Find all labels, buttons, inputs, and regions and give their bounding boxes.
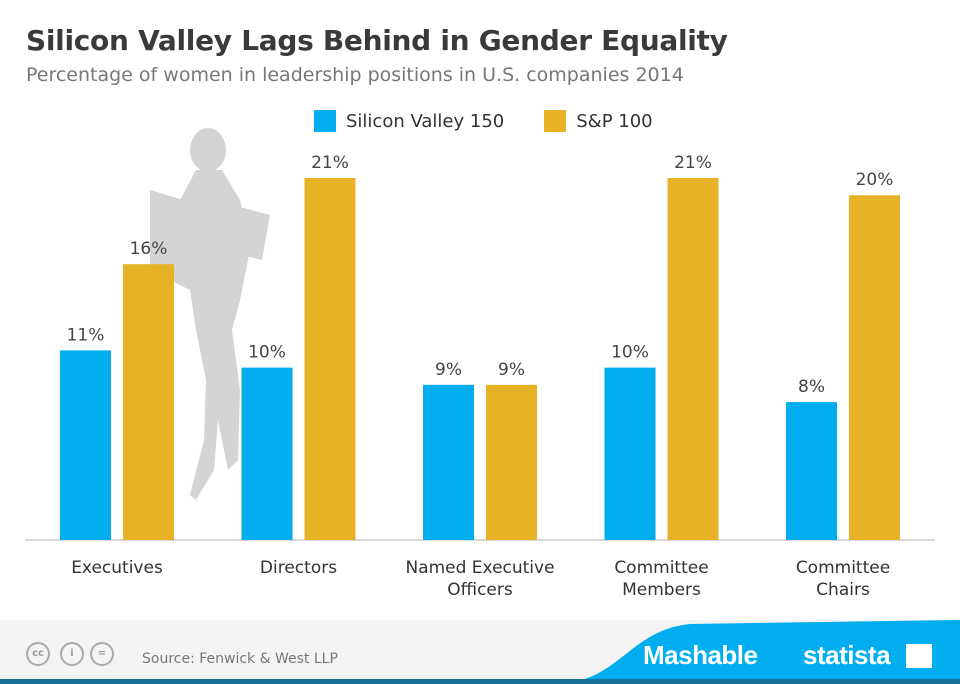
mashable-logo: Mashable <box>643 640 758 670</box>
attribution-icon: i <box>60 642 84 666</box>
bar <box>241 367 293 540</box>
legend-item-sp100: S&P 100 <box>544 110 653 132</box>
legend-swatch <box>544 110 567 132</box>
bar <box>486 384 537 540</box>
category-label: Officers <box>447 580 513 600</box>
category-label: Committee <box>796 558 890 578</box>
data-label: 20% <box>856 170 894 190</box>
category-label: Committee <box>614 558 708 578</box>
category-label: Executives <box>71 558 163 578</box>
chart-title: Silicon Valley Lags Behind in Gender Equ… <box>26 24 728 57</box>
no-derivatives-icon: = <box>90 642 114 666</box>
bar <box>304 178 356 540</box>
bar <box>123 264 174 540</box>
category-label: Chairs <box>816 580 870 600</box>
data-label: 9% <box>498 360 525 380</box>
footer-band <box>0 620 960 684</box>
data-label: 21% <box>674 153 712 173</box>
data-label: 10% <box>248 343 286 363</box>
woman-silhouette-illustration <box>150 128 270 500</box>
legend: Silicon Valley 150 S&P 100 <box>314 110 653 132</box>
data-label: 16% <box>130 239 168 259</box>
bar <box>786 402 837 540</box>
bar <box>849 195 900 540</box>
bar <box>667 178 719 540</box>
legend-item-silicon-valley: Silicon Valley 150 <box>314 110 504 132</box>
data-label: 11% <box>67 325 105 345</box>
legend-swatch <box>314 110 336 132</box>
category-label: Members <box>622 580 701 600</box>
source-note: Source: Fenwick & West LLP <box>142 651 338 667</box>
legend-label: S&P 100 <box>576 110 653 132</box>
category-label: Named Executive <box>405 558 554 578</box>
bar-chart: 11% 16% Executives 10% 21% Directors 9% 9% Named… <box>25 128 935 600</box>
statista-logo: statista <box>803 640 891 670</box>
data-label: 21% <box>311 153 349 173</box>
category-label: Directors <box>260 558 337 578</box>
bar <box>60 350 111 540</box>
statista-mark-icon <box>906 644 932 668</box>
chart-subtitle: Percentage of women in leadership positi… <box>26 64 684 86</box>
cc-icon: cc <box>26 642 50 666</box>
legend-label: Silicon Valley 150 <box>346 110 505 132</box>
bar <box>423 384 474 540</box>
data-label: 9% <box>435 360 462 380</box>
data-label: 8% <box>798 377 825 397</box>
bar <box>604 367 656 540</box>
data-label: 10% <box>611 343 649 363</box>
